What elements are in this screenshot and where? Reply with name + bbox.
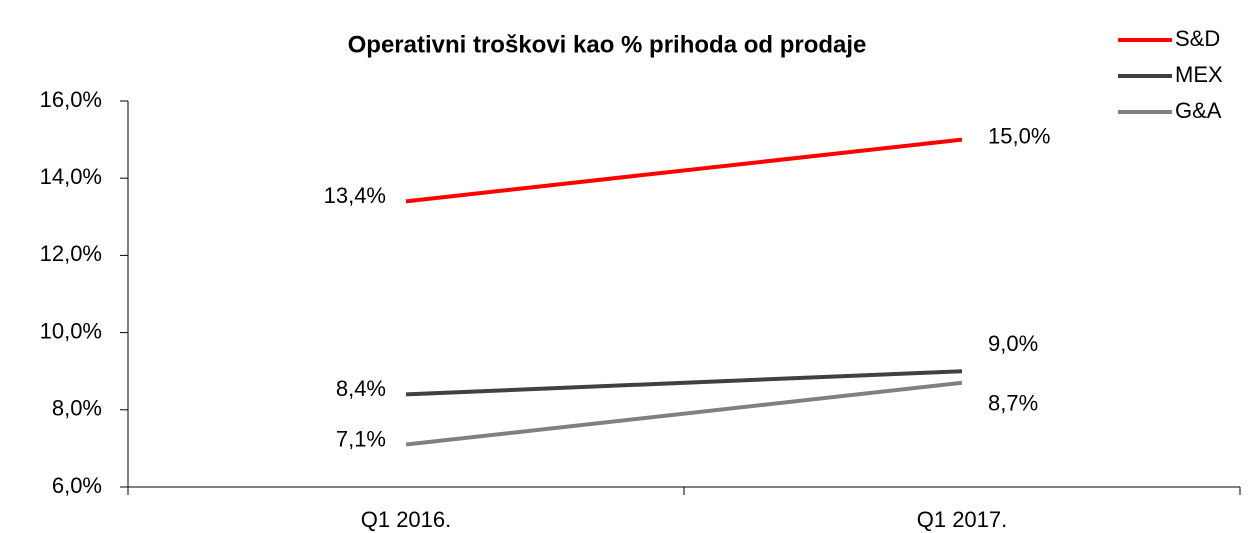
legend-label: MEX [1175, 62, 1223, 87]
legend-label: G&A [1175, 98, 1222, 123]
data-label: 8,4% [336, 376, 386, 401]
y-tick-label: 16,0% [40, 87, 102, 112]
line [405, 137, 963, 204]
y-tick-label: 8,0% [52, 396, 102, 421]
y-tick-label: 10,0% [40, 318, 102, 343]
data-label: 13,4% [324, 183, 386, 208]
x-tick-label: Q1 2017. [917, 507, 1008, 532]
data-label: 8,7% [988, 391, 1038, 416]
y-tick-label: 12,0% [40, 241, 102, 266]
data-label: 15,0% [988, 123, 1050, 148]
y-tick-label: 14,0% [40, 164, 102, 189]
legend-label: S&D [1175, 26, 1220, 51]
y-tick-label: 6,0% [52, 473, 102, 498]
line [405, 369, 963, 397]
line [405, 380, 963, 447]
data-label: 9,0% [988, 331, 1038, 356]
chart-title: Operativni troškovi kao % prihoda od pro… [348, 31, 867, 58]
data-label: 7,1% [336, 426, 386, 451]
x-tick-label: Q1 2016. [361, 507, 452, 532]
